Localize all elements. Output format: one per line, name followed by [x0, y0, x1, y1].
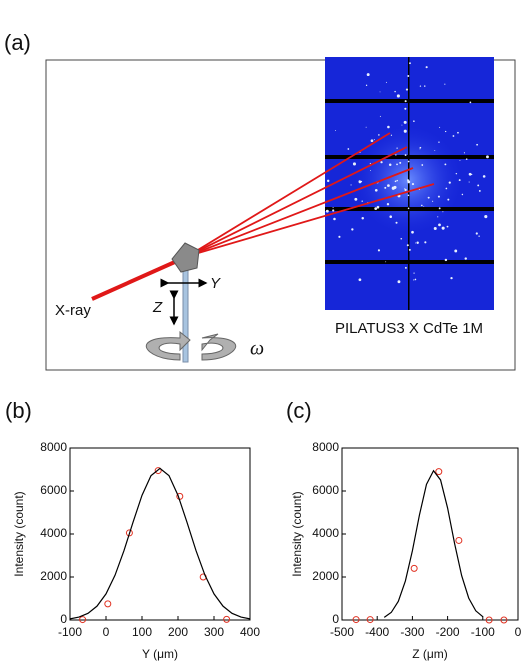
- x-tick-label: 0: [515, 625, 522, 639]
- diffracted-rays: [187, 132, 435, 257]
- panel-label: (b): [5, 398, 32, 423]
- x-tick-label: 300: [204, 625, 224, 639]
- y-tick-label: 4000: [40, 526, 67, 540]
- panel-label: (a): [4, 30, 31, 55]
- x-tick-label: 400: [240, 625, 260, 639]
- y-tick-label: 8000: [40, 440, 67, 454]
- data-point: [154, 467, 162, 475]
- x-tick-label: 200: [168, 625, 188, 639]
- beam-label: X-ray: [55, 302, 91, 319]
- y-axis-label: Intensity (count): [12, 491, 26, 576]
- data-point: [435, 468, 443, 476]
- sample-rod: [182, 267, 189, 363]
- y-tick-label: 8000: [312, 440, 339, 454]
- panel-frame: [45, 59, 516, 371]
- data-point: [366, 616, 374, 624]
- x-ray-beam: [91, 255, 187, 301]
- y-tick-label: 6000: [312, 483, 339, 497]
- panel-label: (c): [286, 398, 312, 423]
- x-axis-label: Y (μm): [142, 647, 178, 661]
- z-label: Z: [152, 299, 163, 316]
- x-tick-label: -200: [436, 625, 460, 639]
- data-point: [223, 615, 231, 623]
- x-axis-label: Z (μm): [412, 647, 448, 661]
- fit-curve: [383, 469, 484, 618]
- x-tick-label: -400: [365, 625, 389, 639]
- x-tick-label: 100: [132, 625, 152, 639]
- fit-curve: [69, 467, 251, 620]
- data-point: [410, 564, 418, 572]
- data-point: [455, 536, 463, 544]
- data-point: [104, 600, 112, 608]
- x-tick-label: -100: [471, 625, 495, 639]
- x-tick-label: 0: [103, 625, 110, 639]
- plot-frame: [69, 447, 251, 621]
- data-point: [352, 616, 360, 624]
- y-axis-label: Intensity (count): [290, 491, 304, 576]
- y-tick-label: 2000: [40, 569, 67, 583]
- y-tick-label: 6000: [40, 483, 67, 497]
- y-tick-label: 0: [332, 612, 339, 626]
- y-tick-label: 4000: [312, 526, 339, 540]
- x-tick-label: -300: [400, 625, 424, 639]
- data-point: [500, 616, 508, 624]
- detector-label: PILATUS3 X CdTe 1M: [335, 320, 483, 337]
- x-tick-label: -100: [58, 625, 82, 639]
- data-point: [485, 616, 493, 624]
- plot-frame: [341, 447, 519, 621]
- y-label: Y: [210, 275, 221, 292]
- data-point: [125, 529, 133, 537]
- y-tick-label: 2000: [312, 569, 339, 583]
- rotation-arrows: [145, 330, 237, 361]
- y-tick-label: 0: [60, 612, 67, 626]
- detector-image: [325, 57, 494, 310]
- crystal: [171, 242, 200, 273]
- x-tick-label: -500: [330, 625, 354, 639]
- omega-label: ω: [250, 338, 264, 360]
- data-point: [79, 616, 87, 624]
